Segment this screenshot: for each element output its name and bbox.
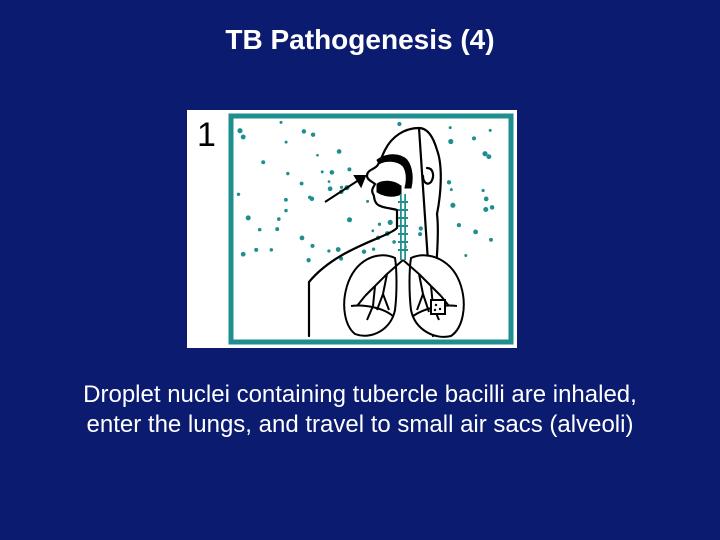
respiratory-diagram-icon	[187, 110, 517, 348]
slide-title: TB Pathogenesis (4)	[0, 24, 720, 56]
alveoli-callout-icon	[431, 300, 445, 314]
caption-text: Droplet nuclei containing tubercle bacil…	[0, 380, 720, 440]
slide: TB Pathogenesis (4) 1	[0, 0, 720, 540]
diagram-panel: 1	[187, 110, 517, 348]
panel-number: 1	[197, 116, 216, 155]
